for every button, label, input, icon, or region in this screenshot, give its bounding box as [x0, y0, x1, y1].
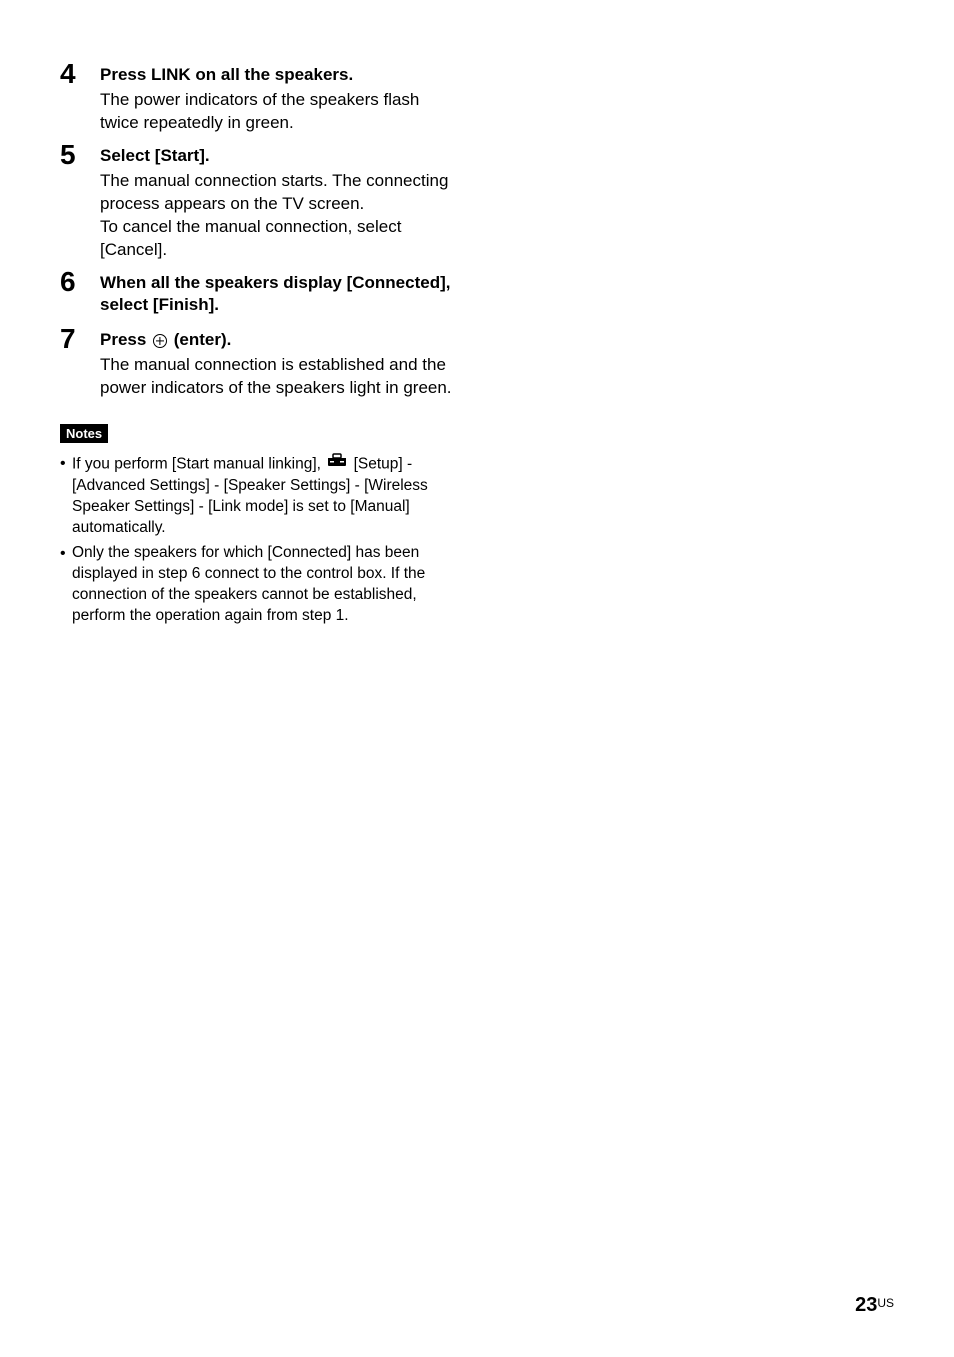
- step-title: Press (enter).: [100, 329, 460, 352]
- step-body: Press LINK on all the speakers. The powe…: [100, 60, 460, 135]
- notes-list: If you perform [Start manual linking], […: [60, 453, 460, 626]
- step-description: The power indicators of the speakers fla…: [100, 89, 460, 135]
- enter-icon: [153, 334, 167, 348]
- step-title-pre: Press: [100, 330, 151, 349]
- page-number: 23US: [855, 1294, 894, 1317]
- note-text: Only the speakers for which [Connected] …: [72, 544, 425, 624]
- notes-label: Notes: [60, 424, 108, 443]
- note-item: If you perform [Start manual linking], […: [72, 453, 460, 539]
- page-number-value: 23: [855, 1294, 877, 1316]
- step-body: When all the speakers display [Connected…: [100, 268, 460, 320]
- step-title-post: (enter).: [169, 330, 231, 349]
- note-item: Only the speakers for which [Connected] …: [72, 543, 460, 627]
- step-number: 6: [60, 268, 100, 320]
- manual-content: 4 Press LINK on all the speakers. The po…: [60, 60, 460, 627]
- step-4: 4 Press LINK on all the speakers. The po…: [60, 60, 460, 135]
- step-6: 6 When all the speakers display [Connect…: [60, 268, 460, 320]
- step-5: 5 Select [Start]. The manual connection …: [60, 141, 460, 262]
- step-description: The manual connection is established and…: [100, 354, 460, 400]
- step-title: When all the speakers display [Connected…: [100, 272, 460, 318]
- step-description: The manual connection starts. The connec…: [100, 170, 460, 262]
- toolbox-icon: [327, 453, 347, 474]
- step-number: 7: [60, 325, 100, 400]
- note-text-pre: If you perform [Start manual linking],: [72, 456, 325, 473]
- page-number-suffix: US: [877, 1296, 894, 1310]
- step-title: Press LINK on all the speakers.: [100, 64, 460, 87]
- step-body: Select [Start]. The manual connection st…: [100, 141, 460, 262]
- step-body: Press (enter). The manual connection is …: [100, 325, 460, 400]
- step-number: 5: [60, 141, 100, 262]
- step-title: Select [Start].: [100, 145, 460, 168]
- step-7: 7 Press (enter). The manual connection i…: [60, 325, 460, 400]
- step-number: 4: [60, 60, 100, 135]
